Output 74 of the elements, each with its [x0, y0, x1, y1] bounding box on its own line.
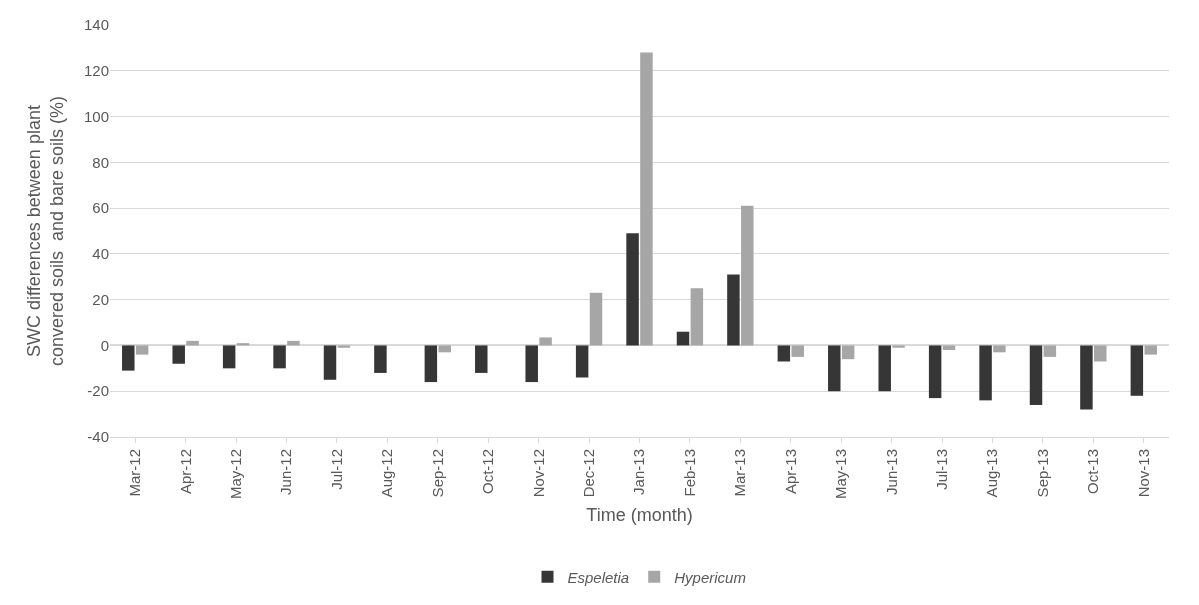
x-tick-label: Oct-13 [1084, 449, 1102, 495]
bar [186, 340, 199, 346]
bar [727, 274, 740, 346]
bar [841, 345, 855, 360]
bar [1029, 345, 1043, 405]
bar [626, 233, 639, 346]
y-tick-label: 140 [83, 16, 109, 34]
bar [475, 345, 488, 373]
bar [892, 345, 905, 348]
bar [828, 345, 841, 392]
x-tick-label: May-12 [226, 449, 244, 500]
bar [1080, 345, 1093, 410]
x-tick-label: Sep-12 [428, 449, 446, 498]
x-tick-label: Jun-12 [277, 449, 295, 495]
y-tick-label: 0 [100, 336, 109, 354]
x-tick-label: Aug-13 [983, 449, 1001, 498]
x-tick-label: Jan-13 [630, 449, 648, 495]
bar [690, 288, 704, 346]
x-axis-title: Time (month) [586, 505, 693, 526]
y-tick-label: -40 [87, 428, 109, 446]
bar [741, 205, 754, 346]
x-tick-label: Oct-12 [479, 449, 497, 495]
y-axis-title: SWC differences between plant convered soils and bare soils (%) [23, 95, 68, 367]
bar [589, 292, 603, 346]
bar [942, 345, 956, 351]
x-tick-label: Apr-13 [781, 449, 799, 495]
bar [273, 345, 286, 369]
bar [222, 345, 236, 369]
y-tick-label: 60 [92, 199, 109, 217]
bar [993, 345, 1006, 353]
x-tick-label: Mar-12 [126, 449, 144, 497]
bar [1094, 345, 1107, 362]
x-tick-label: Jul-13 [932, 449, 950, 490]
bar [878, 345, 891, 392]
bar [575, 345, 589, 378]
y-tick-label: -20 [87, 382, 109, 400]
y-tick-label: 40 [92, 245, 109, 263]
x-tick-label: May-13 [832, 449, 850, 500]
x-tick-label: Jul-12 [327, 449, 345, 490]
bar [424, 345, 438, 383]
bar [323, 345, 337, 380]
bar [1144, 345, 1157, 355]
x-tick-label: Aug-12 [378, 449, 396, 498]
x-tick-label: Nov-12 [529, 449, 547, 498]
x-tick-label: Dec-12 [579, 449, 597, 498]
x-tick-label: Jun-13 [882, 449, 900, 495]
x-tick-label: Feb-13 [680, 449, 698, 497]
bar [979, 345, 992, 401]
bar [539, 337, 552, 346]
x-tick-label: Sep-13 [1033, 449, 1051, 498]
bar [438, 345, 451, 353]
bar [1130, 345, 1144, 396]
x-tick-label: Apr-12 [176, 449, 194, 495]
bar [676, 331, 690, 346]
bar [928, 345, 942, 399]
bar [1043, 345, 1057, 357]
bar [374, 345, 387, 373]
legend-label: Espeletia [567, 568, 630, 586]
bar [135, 345, 149, 355]
bar [337, 345, 351, 348]
y-tick-label: 120 [83, 62, 109, 80]
bar [791, 345, 804, 357]
y-tick-label: 100 [83, 107, 109, 125]
bar [122, 345, 135, 371]
bar [640, 52, 653, 346]
y-tick-label: 20 [92, 290, 109, 308]
bar [172, 345, 185, 364]
legend-label: Hypericum [674, 568, 746, 586]
x-tick-label: Nov-13 [1134, 449, 1152, 498]
y-tick-label: 80 [92, 153, 109, 171]
bar [777, 345, 791, 362]
bar [287, 340, 300, 346]
bar [525, 345, 538, 383]
x-tick-label: Mar-13 [731, 449, 749, 497]
